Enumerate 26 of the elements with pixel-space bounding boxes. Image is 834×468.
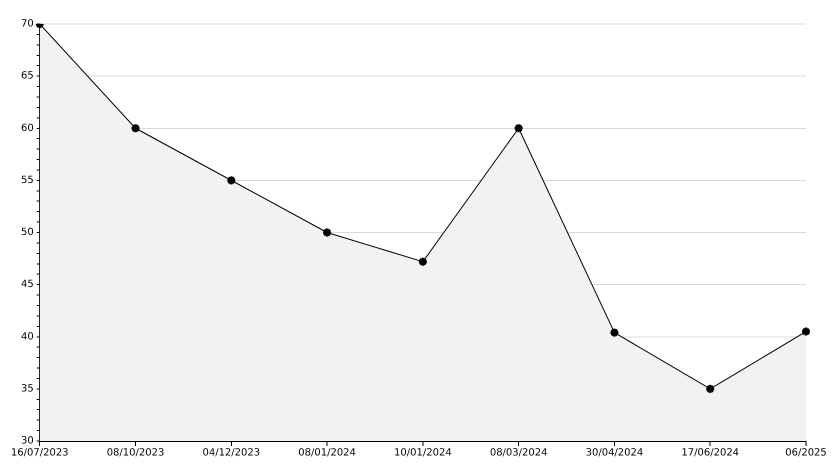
y-tick-label: 70 — [20, 18, 34, 30]
x-tick-label: 08/10/2023 — [106, 448, 164, 459]
x-tick-label: 04/12/2023 — [202, 448, 260, 459]
y-tick-label: 60 — [20, 122, 34, 134]
y-tick-label: 55 — [20, 174, 34, 186]
point — [418, 256, 428, 267]
y-tick-label: 65 — [20, 70, 34, 82]
y-tick-label: 50 — [20, 227, 34, 238]
x-tick-label: 10/01/2024 — [394, 448, 452, 459]
y-tick-label: 30 — [20, 436, 34, 447]
point — [322, 227, 332, 238]
point — [609, 327, 620, 338]
x-tick-label: 06/2025 — [785, 448, 827, 459]
point — [130, 123, 141, 134]
x-tick-label: 08/01/2024 — [298, 448, 356, 459]
x-tick-label: 08/03/2024 — [490, 448, 548, 459]
point — [704, 384, 716, 394]
x-tick-label: 17/06/2024 — [681, 448, 740, 459]
y-tick-label: 35 — [20, 383, 34, 394]
point — [513, 123, 524, 134]
y-tick-label: 45 — [20, 279, 34, 290]
point — [226, 175, 237, 186]
y-tick-label: 40 — [20, 331, 34, 342]
x-tick-label: 30/04/2024 — [586, 448, 644, 459]
x-tick-label: 16/07/2023 — [10, 448, 69, 459]
point — [800, 326, 812, 337]
